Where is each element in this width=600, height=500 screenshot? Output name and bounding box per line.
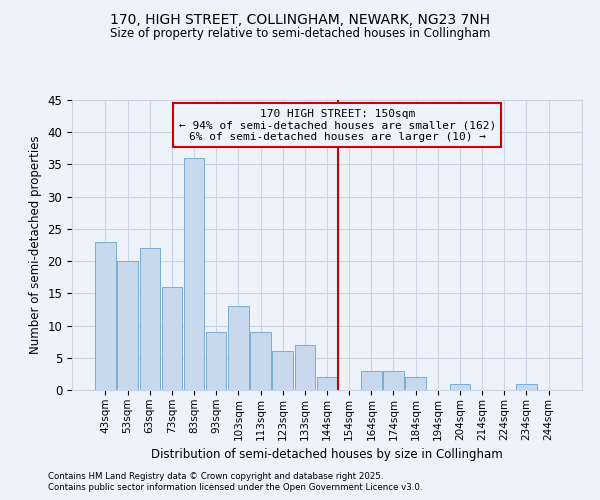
Text: Contains public sector information licensed under the Open Government Licence v3: Contains public sector information licen… xyxy=(48,484,422,492)
Bar xyxy=(450,384,470,390)
Y-axis label: Number of semi-detached properties: Number of semi-detached properties xyxy=(29,136,42,354)
Bar xyxy=(317,377,337,390)
Bar xyxy=(295,345,315,390)
Text: 170 HIGH STREET: 150sqm
← 94% of semi-detached houses are smaller (162)
6% of se: 170 HIGH STREET: 150sqm ← 94% of semi-de… xyxy=(179,108,496,142)
Bar xyxy=(206,332,226,390)
Bar xyxy=(118,261,138,390)
Bar xyxy=(250,332,271,390)
Bar xyxy=(516,384,536,390)
Bar xyxy=(95,242,116,390)
Bar xyxy=(272,352,293,390)
Bar xyxy=(406,377,426,390)
Bar xyxy=(184,158,204,390)
Bar xyxy=(383,370,404,390)
Bar xyxy=(140,248,160,390)
Bar xyxy=(361,370,382,390)
Text: Size of property relative to semi-detached houses in Collingham: Size of property relative to semi-detach… xyxy=(110,28,490,40)
X-axis label: Distribution of semi-detached houses by size in Collingham: Distribution of semi-detached houses by … xyxy=(151,448,503,461)
Text: 170, HIGH STREET, COLLINGHAM, NEWARK, NG23 7NH: 170, HIGH STREET, COLLINGHAM, NEWARK, NG… xyxy=(110,12,490,26)
Text: Contains HM Land Registry data © Crown copyright and database right 2025.: Contains HM Land Registry data © Crown c… xyxy=(48,472,383,481)
Bar xyxy=(161,287,182,390)
Bar xyxy=(228,306,248,390)
